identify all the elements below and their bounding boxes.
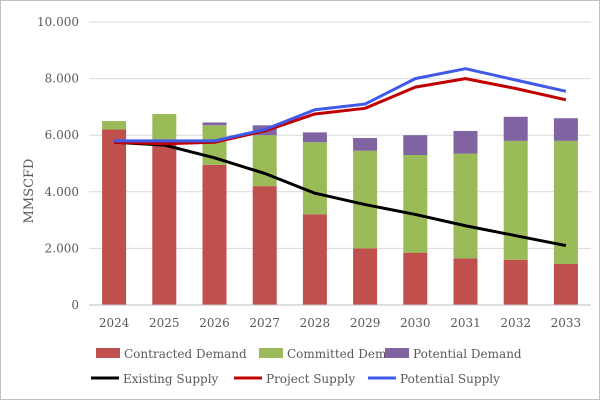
bar-segment (503, 259, 528, 305)
y-tick-label: 8.000 (45, 72, 79, 86)
bar-segment (302, 214, 327, 305)
bar-segment (353, 138, 378, 151)
bar-segment (302, 132, 327, 143)
bar-segment (403, 155, 428, 253)
stacked-bars (102, 113, 578, 305)
bar-segment (302, 142, 327, 215)
legend-label: Project Supply (266, 372, 355, 386)
x-tick-label: 2030 (400, 316, 431, 330)
gridlines: 0 2.000 4.000 6.000 8.000 10.000 (37, 15, 591, 312)
bar-segment (102, 121, 127, 130)
bar-segment (453, 258, 478, 305)
x-tick-label: 2027 (249, 316, 280, 330)
y-tick-label: 0 (71, 298, 79, 312)
x-tick-label: 2025 (149, 316, 180, 330)
bar-segment (453, 130, 478, 154)
y-tick-label: 4.000 (45, 185, 79, 199)
legend-swatch (96, 348, 120, 358)
supply-line (114, 140, 567, 248)
bar-segment (553, 118, 578, 141)
x-tick-label: 2032 (500, 316, 531, 330)
legend-label: Potential Supply (400, 372, 500, 386)
x-tick-label: 2028 (300, 316, 331, 330)
legend: Contracted Demand Committed Demand Potenti… (91, 347, 522, 386)
legend-label: Contracted Demand (124, 347, 247, 361)
x-tick-label: 2024 (99, 316, 130, 330)
y-tick-label: 10.000 (37, 15, 79, 29)
bar-segment (353, 248, 378, 305)
bar-segment (252, 186, 277, 305)
x-tick-label: 2029 (350, 316, 381, 330)
supply-line (114, 67, 567, 143)
bar-segment (152, 143, 177, 305)
bar-segment (202, 164, 227, 305)
bar-segment (403, 135, 428, 156)
legend-label: Potential Demand (413, 347, 522, 361)
legend-label: Committed Demand (287, 347, 409, 361)
bar-segment (353, 150, 378, 249)
bar-segment (102, 129, 127, 305)
legend-swatch (385, 348, 409, 358)
axes: 2024 2025 2026 2027 2028 2029 2030 2031 2032 2033 (89, 304, 591, 330)
supply-lines (114, 67, 567, 248)
bar-segment (503, 140, 528, 260)
bar-segment (553, 263, 578, 305)
legend-label: Existing Supply (123, 372, 219, 386)
bar-segment (152, 113, 177, 144)
bar-segment (453, 153, 478, 259)
y-tick-label: 6.000 (45, 128, 79, 142)
y-tick-label: 2.000 (45, 241, 79, 255)
legend-swatch (259, 348, 283, 358)
bar-segment (403, 252, 428, 305)
x-tick-label: 2026 (199, 316, 230, 330)
bar-segment (202, 122, 227, 126)
y-axis-label: MMSCFD (22, 159, 37, 224)
x-tick-label: 2031 (450, 316, 481, 330)
supply-line (114, 77, 567, 146)
x-tick-label: 2033 (551, 316, 582, 330)
bar-segment (503, 116, 528, 141)
bar-segment (252, 135, 277, 187)
